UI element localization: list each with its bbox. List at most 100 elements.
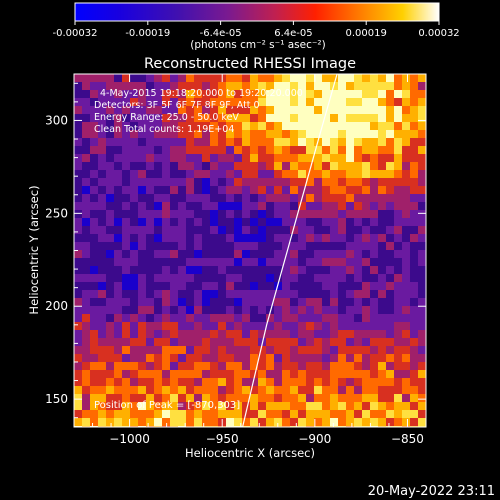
heatmap-cell [218, 138, 226, 146]
heatmap-cell [322, 202, 330, 210]
heatmap-cell [178, 234, 186, 242]
heatmap-cell [338, 162, 346, 170]
heatmap-cell [322, 218, 330, 226]
heatmap-cell [82, 82, 90, 90]
heatmap-cell [210, 274, 218, 282]
heatmap-cell [370, 314, 378, 322]
heatmap-cell [346, 386, 354, 394]
heatmap-cell [426, 346, 434, 354]
heatmap-cell [290, 386, 298, 394]
heatmap-cell [210, 226, 218, 234]
heatmap-cell [250, 162, 258, 170]
heatmap-cell [290, 130, 298, 138]
heatmap-cell [418, 122, 426, 130]
heatmap-cell [194, 386, 202, 394]
heatmap-cell [210, 202, 218, 210]
heatmap-cell [426, 290, 434, 298]
heatmap-cell [282, 386, 290, 394]
heatmap-cell [426, 322, 434, 330]
heatmap-cell [242, 322, 250, 330]
heatmap-cell [122, 386, 130, 394]
heatmap-cell [154, 194, 162, 202]
heatmap-cell [242, 330, 250, 338]
heatmap-cell [426, 402, 434, 410]
heatmap-cell [74, 114, 82, 122]
heatmap-cell [138, 354, 146, 362]
heatmap-cell [370, 298, 378, 306]
heatmap-cell [106, 154, 114, 162]
heatmap-cell [378, 330, 386, 338]
heatmap-cell [114, 226, 122, 234]
heatmap-cell [378, 90, 386, 98]
heatmap-cell [290, 322, 298, 330]
heatmap-cell [314, 74, 322, 82]
heatmap-cell [138, 178, 146, 186]
heatmap-cell [418, 170, 426, 178]
heatmap-cell [378, 282, 386, 290]
heatmap-cell [98, 178, 106, 186]
heatmap-cell [218, 146, 226, 154]
heatmap-cell [226, 314, 234, 322]
heatmap-cell [162, 210, 170, 218]
heatmap-cell [114, 330, 122, 338]
heatmap-cell [170, 274, 178, 282]
heatmap-cell [282, 322, 290, 330]
heatmap-cell [290, 202, 298, 210]
heatmap-cell [314, 386, 322, 394]
heatmap-cell [298, 290, 306, 298]
heatmap-cell [242, 354, 250, 362]
heatmap-cell [242, 210, 250, 218]
heatmap-cell [410, 402, 418, 410]
heatmap-cell [250, 250, 258, 258]
heatmap-cell [114, 290, 122, 298]
heatmap-cell [122, 346, 130, 354]
heatmap-cell [90, 394, 98, 402]
y-tick-label: 250 [45, 206, 68, 220]
heatmap-cell [282, 170, 290, 178]
heatmap-cell [402, 338, 410, 346]
heatmap-cell [322, 170, 330, 178]
heatmap-cell [402, 98, 410, 106]
heatmap-cell [258, 386, 266, 394]
heatmap-cell [178, 98, 186, 106]
heatmap-cell [346, 322, 354, 330]
heatmap-cell [362, 282, 370, 290]
heatmap-cell [274, 194, 282, 202]
heatmap-cell [170, 410, 178, 418]
heatmap-cell [202, 82, 210, 90]
heatmap-cell [202, 330, 210, 338]
heatmap-cell [314, 162, 322, 170]
heatmap-cell [282, 114, 290, 122]
heatmap-cell [314, 90, 322, 98]
heatmap-cell [378, 218, 386, 226]
heatmap-cell [98, 322, 106, 330]
heatmap-cell [130, 410, 138, 418]
heatmap-cell [426, 186, 434, 194]
heatmap-cell [322, 282, 330, 290]
heatmap-cell [314, 114, 322, 122]
heatmap-cell [314, 346, 322, 354]
heatmap-cell [154, 354, 162, 362]
heatmap-cell [234, 370, 242, 378]
heatmap-cell [378, 266, 386, 274]
heatmap-cell [234, 394, 242, 402]
heatmap-cell [210, 410, 218, 418]
heatmap-cell [146, 282, 154, 290]
heatmap-cell [418, 98, 426, 106]
heatmap-cell [378, 338, 386, 346]
heatmap-cell [210, 394, 218, 402]
heatmap-cell [130, 362, 138, 370]
heatmap-cell [186, 394, 194, 402]
heatmap-cell [298, 146, 306, 154]
heatmap-cell [290, 282, 298, 290]
heatmap-cell [354, 258, 362, 266]
heatmap-cell [282, 274, 290, 282]
heatmap-cell [106, 82, 114, 90]
heatmap-cell [114, 210, 122, 218]
heatmap-cell [306, 346, 314, 354]
heatmap-cell [402, 418, 410, 426]
heatmap-cell [250, 378, 258, 386]
heatmap-cell [266, 266, 274, 274]
heatmap-cell [370, 162, 378, 170]
heatmap-cell [162, 90, 170, 98]
